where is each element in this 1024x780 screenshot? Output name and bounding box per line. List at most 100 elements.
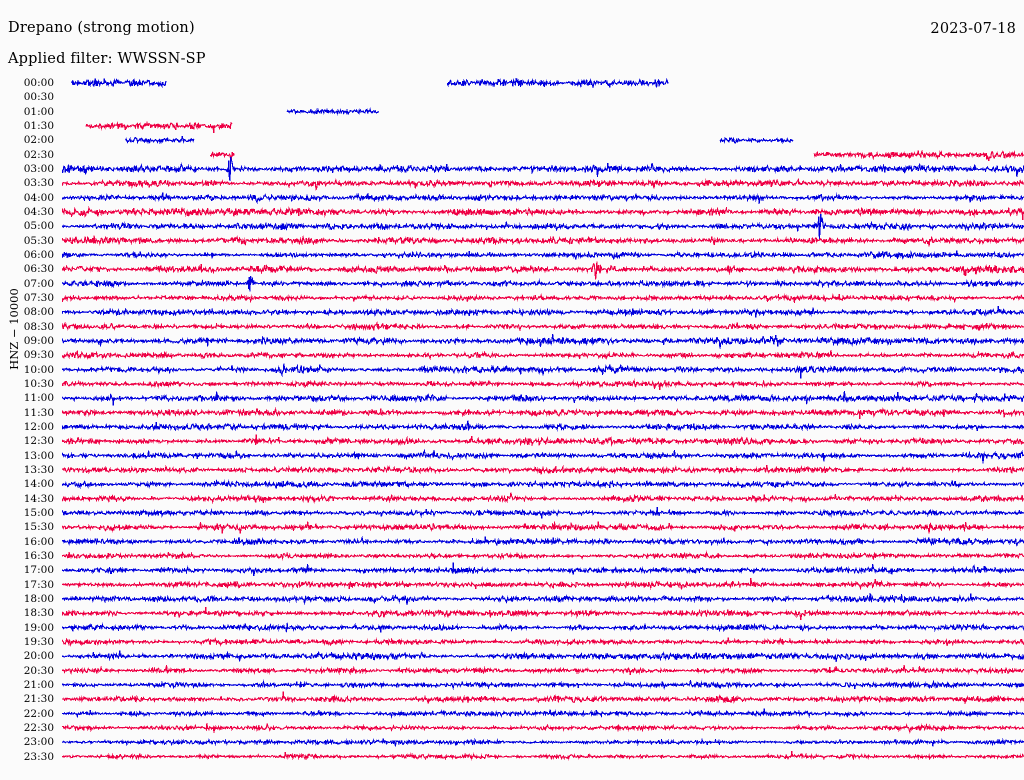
trace-02-30-seg1 [813, 149, 1024, 161]
time-tick-09-00: 09:00 [23, 334, 54, 347]
trace-10-00 [62, 363, 1024, 379]
time-tick-08-30: 08:30 [23, 320, 54, 333]
trace-01-30 [85, 120, 233, 134]
trace-06-30 [62, 261, 1024, 280]
trace-05-30 [62, 234, 1024, 247]
time-tick-07-30: 07:30 [23, 291, 54, 304]
trace-08-30 [62, 321, 1024, 332]
trace-10-30 [62, 378, 1024, 391]
trace-04-00 [62, 192, 1024, 205]
trace-00-00 [71, 78, 167, 88]
time-tick-17-30: 17:30 [23, 578, 54, 591]
time-tick-01-30: 01:30 [23, 119, 54, 132]
time-tick-22-30: 22:30 [23, 721, 54, 734]
trace-08-00 [62, 305, 1024, 318]
time-tick-21-30: 21:30 [23, 693, 54, 706]
time-tick-00-30: 00:30 [23, 91, 54, 104]
trace-00-00-seg1 [446, 78, 669, 89]
time-tick-14-00: 14:00 [23, 478, 54, 491]
trace-22-30 [62, 722, 1024, 735]
trace-11-30 [62, 406, 1024, 419]
time-tick-05-30: 05:30 [23, 234, 54, 247]
time-tick-20-30: 20:30 [23, 664, 54, 677]
time-tick-10-30: 10:30 [23, 377, 54, 390]
time-tick-21-00: 21:00 [23, 678, 54, 691]
trace-16-30 [62, 550, 1024, 561]
time-tick-04-30: 04:30 [23, 205, 54, 218]
trace-09-00 [62, 334, 1024, 349]
trace-12-30 [62, 434, 1024, 447]
trace-19-00 [62, 622, 1024, 633]
trace-16-00 [62, 535, 1024, 547]
time-tick-13-00: 13:00 [23, 449, 54, 462]
time-tick-06-00: 06:00 [23, 248, 54, 261]
trace-20-30 [62, 665, 1024, 676]
time-tick-15-30: 15:30 [23, 521, 54, 534]
time-tick-22-00: 22:00 [23, 707, 54, 720]
time-tick-19-00: 19:00 [23, 621, 54, 634]
time-tick-05-00: 05:00 [23, 220, 54, 233]
time-tick-18-00: 18:00 [23, 592, 54, 605]
trace-21-00 [62, 679, 1024, 691]
trace-14-30 [62, 492, 1024, 505]
trace-21-30 [62, 691, 1024, 704]
trace-18-30 [62, 607, 1024, 620]
trace-07-00 [62, 275, 1024, 292]
date-label: 2023-07-18 [930, 21, 1016, 37]
trace-11-00 [62, 390, 1024, 406]
time-tick-01-00: 01:00 [23, 105, 54, 118]
time-tick-07-00: 07:00 [23, 277, 54, 290]
trace-18-00 [62, 592, 1024, 606]
time-tick-19-30: 19:30 [23, 635, 54, 648]
time-tick-15-00: 15:00 [23, 506, 54, 519]
trace-15-30 [62, 521, 1024, 534]
page-title: Drepano (strong motion) [8, 20, 195, 36]
time-tick-04-00: 04:00 [23, 191, 54, 204]
trace-23-00 [62, 737, 1024, 747]
applied-filter-label: Applied filter: WWSSN-SP [8, 51, 206, 67]
time-tick-10-00: 10:00 [23, 363, 54, 376]
time-tick-12-00: 12:00 [23, 420, 54, 433]
trace-20-00 [62, 650, 1024, 662]
trace-22-00 [62, 708, 1024, 719]
trace-09-30 [62, 350, 1024, 361]
time-tick-06-30: 06:30 [23, 263, 54, 276]
time-tick-18-30: 18:30 [23, 607, 54, 620]
trace-14-00 [62, 479, 1024, 490]
trace-canvas [62, 78, 1024, 761]
trace-17-30 [62, 578, 1024, 591]
time-tick-02-30: 02:30 [23, 148, 54, 161]
trace-03-30 [62, 177, 1024, 191]
time-tick-02-00: 02:00 [23, 134, 54, 147]
time-tick-00-00: 00:00 [23, 77, 54, 89]
time-tick-14-30: 14:30 [23, 492, 54, 505]
trace-02-30 [209, 150, 235, 161]
trace-13-00 [62, 448, 1024, 464]
helicorder-trace-plot [62, 78, 1024, 778]
time-tick-20-00: 20:00 [23, 650, 54, 663]
time-tick-16-00: 16:00 [23, 535, 54, 548]
time-tick-11-30: 11:30 [23, 406, 54, 419]
time-tick-03-00: 03:00 [23, 162, 54, 175]
time-tick-17-00: 17:00 [23, 564, 54, 577]
trace-13-30 [62, 464, 1024, 475]
trace-23-30 [62, 751, 1024, 761]
trace-02-00 [124, 136, 195, 145]
time-tick-16-30: 16:30 [23, 549, 54, 562]
time-tick-13-30: 13:30 [23, 463, 54, 476]
time-tick-03-30: 03:30 [23, 177, 54, 190]
trace-05-00 [62, 213, 1024, 239]
time-tick-08-00: 08:00 [23, 306, 54, 319]
trace-06-00 [62, 250, 1024, 261]
time-tick-09-30: 09:30 [23, 349, 54, 362]
time-axis-tick-labels: 00:00 00:30 01:00 01:30 02:00 02:30 03:00 03:30… [0, 0, 62, 780]
trace-02-00-seg1 [719, 136, 794, 145]
trace-07-30 [62, 293, 1024, 304]
trace-04-30 [62, 205, 1024, 220]
time-tick-11-00: 11:00 [23, 392, 54, 405]
trace-19-30 [62, 636, 1024, 648]
trace-12-00 [62, 420, 1024, 433]
time-tick-12-30: 12:30 [23, 435, 54, 448]
trace-01-00 [286, 107, 380, 116]
